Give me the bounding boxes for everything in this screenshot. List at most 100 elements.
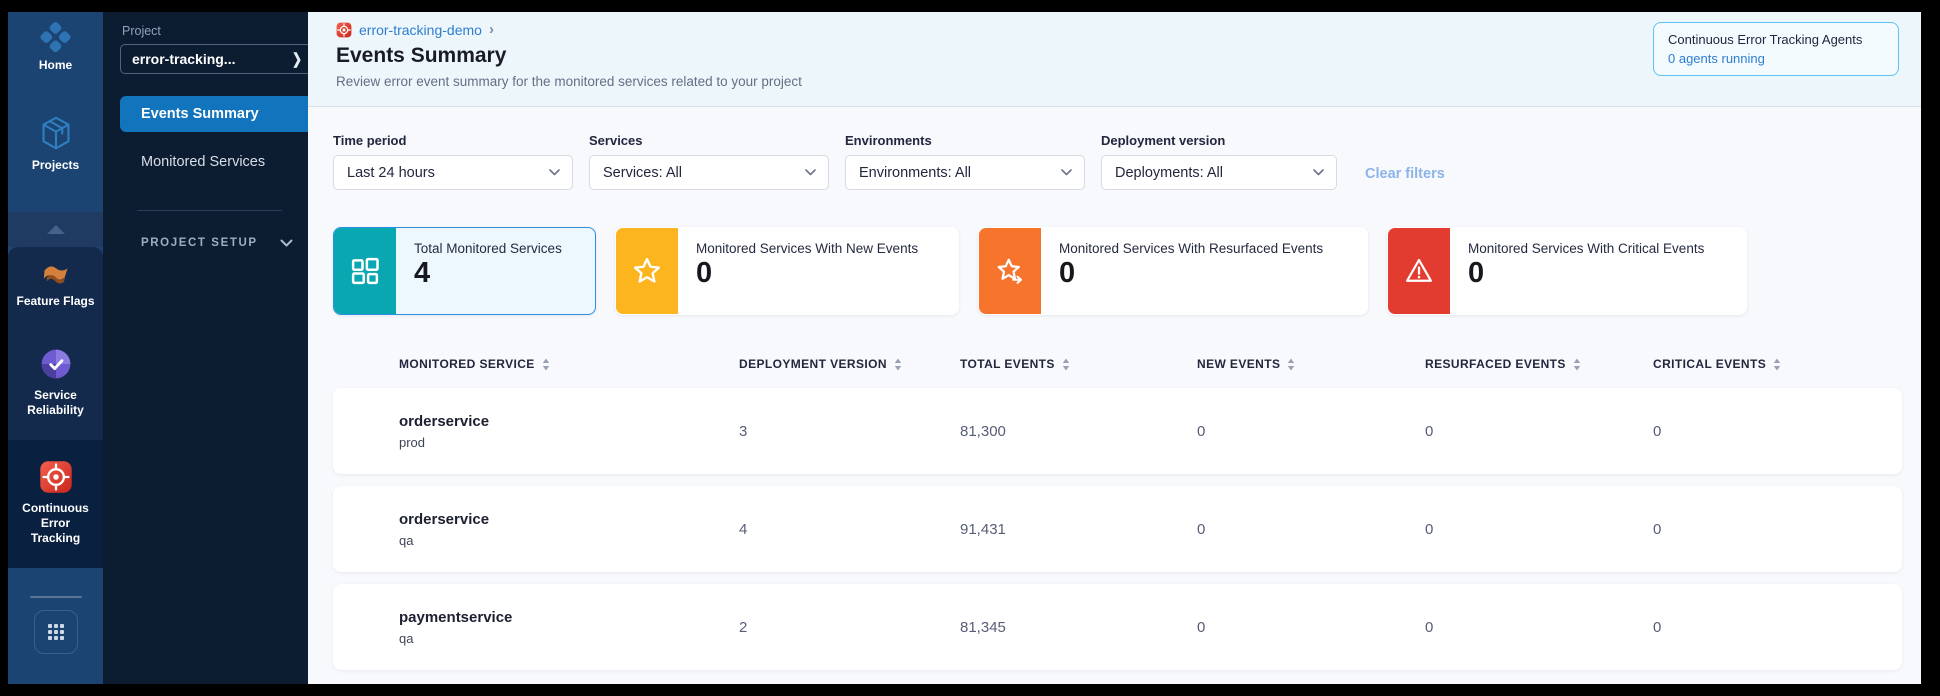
filters-bar: Time period Last 24 hours Services Servi… xyxy=(333,133,1902,190)
sidebar-item-feature-flags[interactable]: Feature Flags xyxy=(8,261,103,309)
breadcrumb: error-tracking-demo › xyxy=(336,21,1921,39)
module-label: Projects xyxy=(31,158,80,172)
table-row[interactable]: orderservice prod 3 81,300 0 0 0 xyxy=(333,388,1902,474)
project-selector[interactable]: error-tracking... ❯ xyxy=(120,44,312,74)
filter-environments: Environments Environments: All xyxy=(845,133,1085,190)
module-picker-button[interactable] xyxy=(33,610,78,654)
stat-card-label: Monitored Services With Resurfaced Event… xyxy=(1059,241,1324,256)
stat-card-label: Monitored Services With Critical Events xyxy=(1468,241,1705,256)
time-period-select[interactable]: Last 24 hours xyxy=(333,155,573,190)
select-value: Environments: All xyxy=(859,164,972,181)
deployments-select[interactable]: Deployments: All xyxy=(1101,155,1337,190)
stat-cards: Total Monitored Services 4 Monitored Ser… xyxy=(333,227,1902,315)
stat-card-value: 4 xyxy=(414,257,431,289)
stat-card-label: Monitored Services With New Events xyxy=(696,241,919,256)
environments-select[interactable]: Environments: All xyxy=(845,155,1085,190)
sort-icon[interactable] xyxy=(1573,358,1581,371)
agents-running-link[interactable]: 0 agents running xyxy=(1668,51,1765,66)
select-value: Last 24 hours xyxy=(347,164,435,181)
service-name: paymentservice xyxy=(399,608,513,626)
project-setup-label: PROJECT SETUP xyxy=(141,237,258,249)
filter-label: Services xyxy=(589,133,643,148)
column-header-resurfaced-events[interactable]: RESURFACED EVENTS xyxy=(1425,357,1653,371)
service-name: orderservice xyxy=(399,412,490,430)
continuous-error-tracking-icon xyxy=(39,461,72,493)
page-subtitle: Review error event summary for the monit… xyxy=(336,74,802,89)
sort-icon[interactable] xyxy=(542,358,550,371)
sidebar-item-projects[interactable]: Projects xyxy=(8,115,103,173)
filter-deployment-version: Deployment version Deployments: All xyxy=(1101,133,1337,190)
total-events-cell: 91,431 xyxy=(960,520,1006,538)
column-header-monitored-service[interactable]: MONITORED SERVICE xyxy=(333,357,739,371)
continuous-error-tracking-icon xyxy=(336,22,352,38)
sort-icon[interactable] xyxy=(1773,358,1781,371)
project-setup-toggle[interactable]: PROJECT SETUP xyxy=(141,237,308,249)
agents-status-box: Continuous Error Tracking Agents 0 agent… xyxy=(1653,22,1899,76)
column-label: DEPLOYMENT VERSION xyxy=(739,357,887,371)
sidebar-divider xyxy=(137,210,282,211)
deployment-version-cell: 4 xyxy=(739,520,748,538)
stat-card-total-monitored-services[interactable]: Total Monitored Services 4 xyxy=(333,227,596,315)
stat-card-critical-events[interactable]: Monitored Services With Critical Events … xyxy=(1387,227,1747,315)
chevron-down-icon xyxy=(805,169,816,176)
clear-filters-button[interactable]: Clear filters xyxy=(1365,166,1445,182)
apps-grid-icon xyxy=(47,624,64,640)
new-events-cell: 0 xyxy=(1197,618,1206,636)
breadcrumb-project-link[interactable]: error-tracking-demo xyxy=(359,22,482,38)
resurfaced-events-cell: 0 xyxy=(1425,618,1434,636)
column-label: CRITICAL EVENTS xyxy=(1653,357,1767,371)
stat-card-accent xyxy=(334,228,396,314)
sort-icon[interactable] xyxy=(1062,358,1070,371)
sidebar-item-events-summary[interactable]: Events Summary xyxy=(120,96,308,132)
column-header-total-events[interactable]: TOTAL EVENTS xyxy=(960,357,1197,371)
select-value: Services: All xyxy=(603,164,682,181)
module-scroll-up[interactable] xyxy=(8,212,103,247)
column-header-deployment-version[interactable]: DEPLOYMENT VERSION xyxy=(739,357,960,371)
chevron-down-icon xyxy=(1061,169,1072,176)
service-environment: qa xyxy=(399,630,414,646)
deployment-version-cell: 3 xyxy=(739,422,748,440)
rail-divider xyxy=(29,596,82,598)
service-name: orderservice xyxy=(399,510,490,528)
column-header-new-events[interactable]: NEW EVENTS xyxy=(1197,357,1425,371)
agents-box-title: Continuous Error Tracking Agents xyxy=(1668,32,1863,47)
total-events-cell: 81,345 xyxy=(960,618,1006,636)
filter-label: Time period xyxy=(333,133,407,148)
sidebar-item-continuous-error-tracking[interactable]: Continuous Error Tracking xyxy=(8,460,103,546)
resurfaced-events-cell: 0 xyxy=(1425,422,1434,440)
new-events-cell: 0 xyxy=(1197,422,1206,440)
stat-card-new-events[interactable]: Monitored Services With New Events 0 xyxy=(615,227,959,315)
chevron-down-icon xyxy=(549,169,560,176)
sort-icon[interactable] xyxy=(894,358,902,371)
services-select[interactable]: Services: All xyxy=(589,155,829,190)
nav-item-label: Events Summary xyxy=(141,106,259,122)
warning-triangle-icon xyxy=(1406,258,1432,282)
table-row[interactable]: orderservice qa 4 91,431 0 0 0 xyxy=(333,486,1902,572)
column-label: RESURFACED EVENTS xyxy=(1425,357,1566,371)
table-row[interactable]: paymentservice qa 2 81,345 0 0 0 xyxy=(333,584,1902,670)
column-label: TOTAL EVENTS xyxy=(960,357,1055,371)
filter-label: Deployment version xyxy=(1101,133,1226,148)
main-content: error-tracking-demo › Events Summary Rev… xyxy=(308,12,1921,684)
stat-card-resurfaced-events[interactable]: Monitored Services With Resurfaced Event… xyxy=(978,227,1368,315)
total-events-cell: 81,300 xyxy=(960,422,1006,440)
project-sidebar: Project error-tracking... ❯ Events Summa… xyxy=(103,12,312,684)
chevron-down-icon xyxy=(1313,169,1324,176)
sidebar-item-service-reliability[interactable]: Service Reliability xyxy=(8,347,103,418)
sidebar-item-monitored-services[interactable]: Monitored Services xyxy=(120,144,308,180)
column-label: MONITORED SERVICE xyxy=(399,357,535,371)
stat-card-accent xyxy=(979,228,1041,314)
column-label: NEW EVENTS xyxy=(1197,357,1281,371)
chevron-up-icon xyxy=(46,225,65,234)
sort-icon[interactable] xyxy=(1287,358,1295,371)
sidebar-item-home[interactable]: Home xyxy=(8,20,103,73)
filter-time-period: Time period Last 24 hours xyxy=(333,133,573,190)
new-events-cell: 0 xyxy=(1197,520,1206,538)
stat-card-value: 0 xyxy=(1059,257,1076,289)
stat-card-value: 0 xyxy=(696,257,713,289)
resurfaced-star-icon xyxy=(997,258,1022,284)
projects-cube-icon xyxy=(42,116,69,150)
module-label: Home xyxy=(38,58,73,72)
critical-events-cell: 0 xyxy=(1653,422,1662,440)
column-header-critical-events[interactable]: CRITICAL EVENTS xyxy=(1653,357,1902,371)
